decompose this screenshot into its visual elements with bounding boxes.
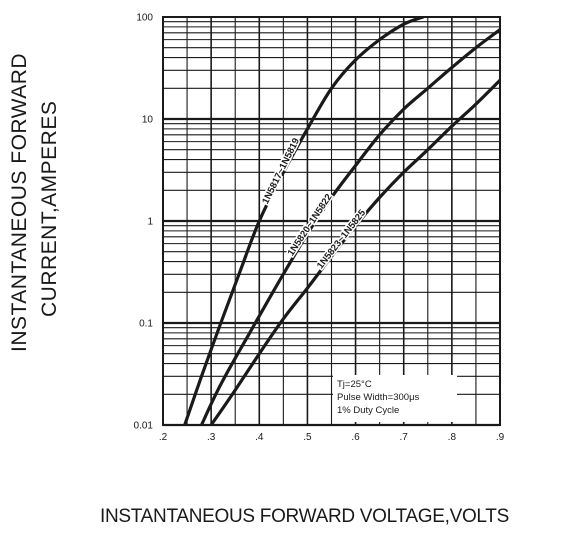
x-tick-label: .5 [303, 432, 312, 443]
series-line [199, 28, 500, 425]
x-tick-label: .7 [400, 432, 409, 443]
x-tick-label: .9 [496, 432, 505, 443]
x-tick-label: .8 [448, 432, 457, 443]
x-tick-label: .3 [207, 432, 216, 443]
condition-pulse-width: Pulse Width=300μs [337, 392, 420, 403]
series-line [183, 17, 425, 425]
y-tick-label: 1 [147, 217, 153, 228]
x-tick-label: .6 [351, 432, 360, 443]
y-tick-label: 0.1 [139, 319, 153, 330]
y-axis-label: INSTANTANEOUS FORWARD CURRENT,AMPERES [8, 12, 64, 352]
condition-duty-cycle: 1% Duty Cycle [337, 405, 400, 416]
plot-frame [162, 16, 501, 426]
series-line [209, 78, 500, 425]
y-tick-label: 100 [136, 13, 153, 24]
condition-temperature: Tj=25°C [337, 379, 372, 390]
chart-grid [162, 17, 501, 427]
y-axis-label-line-1: INSTANTANEOUS FORWARD [8, 52, 31, 352]
y-tick-label: 0.01 [134, 421, 154, 432]
y-axis-label-line-2: CURRENT,AMPERES [38, 100, 61, 317]
chart-ticks: .2 .3 .4 .5 .6 .7 .8 .9 0.01 0.1 1 10 100 [134, 13, 505, 444]
x-tick-label: .4 [255, 432, 264, 443]
test-conditions-box: Tj=25°C Pulse Width=300μs 1% Duty Cycle [333, 375, 457, 422]
y-tick-label: 10 [142, 115, 154, 126]
x-tick-label: .2 [159, 432, 168, 443]
series-label: 1N5817~1N5819 [260, 136, 302, 206]
chart-series [183, 17, 500, 425]
x-axis-label: INSTANTANEOUS FORWARD VOLTAGE,VOLTS [100, 506, 509, 527]
